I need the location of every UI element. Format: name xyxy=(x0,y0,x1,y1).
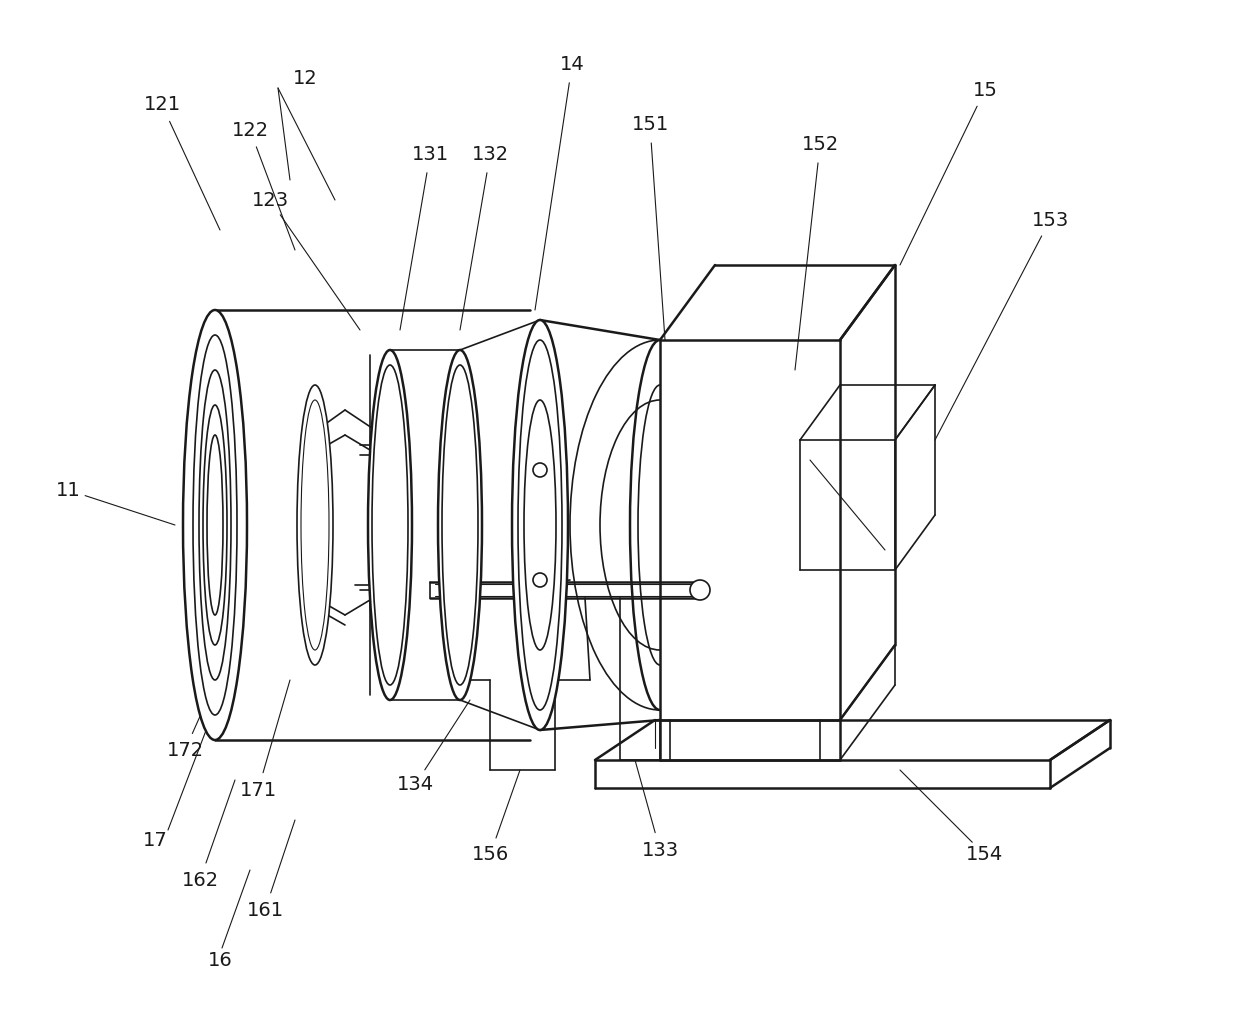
Ellipse shape xyxy=(512,319,568,730)
Text: 11: 11 xyxy=(56,480,81,500)
Text: 156: 156 xyxy=(471,846,508,864)
Text: 133: 133 xyxy=(641,841,678,859)
Text: 12: 12 xyxy=(293,69,317,87)
Text: 122: 122 xyxy=(232,121,269,139)
Text: 123: 123 xyxy=(252,190,289,210)
Text: 162: 162 xyxy=(181,870,218,890)
Text: 153: 153 xyxy=(1032,211,1069,229)
Text: 172: 172 xyxy=(166,740,203,760)
Text: 16: 16 xyxy=(207,950,232,970)
Ellipse shape xyxy=(184,310,247,740)
Text: 154: 154 xyxy=(966,846,1003,864)
Ellipse shape xyxy=(368,350,412,700)
Text: 134: 134 xyxy=(397,775,434,795)
Ellipse shape xyxy=(203,406,227,645)
Text: 171: 171 xyxy=(239,780,277,800)
Ellipse shape xyxy=(298,385,334,665)
Text: 121: 121 xyxy=(144,95,181,115)
Ellipse shape xyxy=(193,335,237,715)
Circle shape xyxy=(533,463,547,477)
Text: 17: 17 xyxy=(143,830,167,850)
Text: 15: 15 xyxy=(972,81,997,99)
Text: 132: 132 xyxy=(471,145,508,165)
Circle shape xyxy=(533,573,547,587)
Circle shape xyxy=(689,580,711,600)
Text: 151: 151 xyxy=(631,116,668,134)
Text: 161: 161 xyxy=(247,900,284,920)
Text: 152: 152 xyxy=(801,135,838,155)
Text: 14: 14 xyxy=(559,55,584,75)
Text: 131: 131 xyxy=(412,145,449,165)
Ellipse shape xyxy=(438,350,482,700)
Ellipse shape xyxy=(198,370,231,680)
